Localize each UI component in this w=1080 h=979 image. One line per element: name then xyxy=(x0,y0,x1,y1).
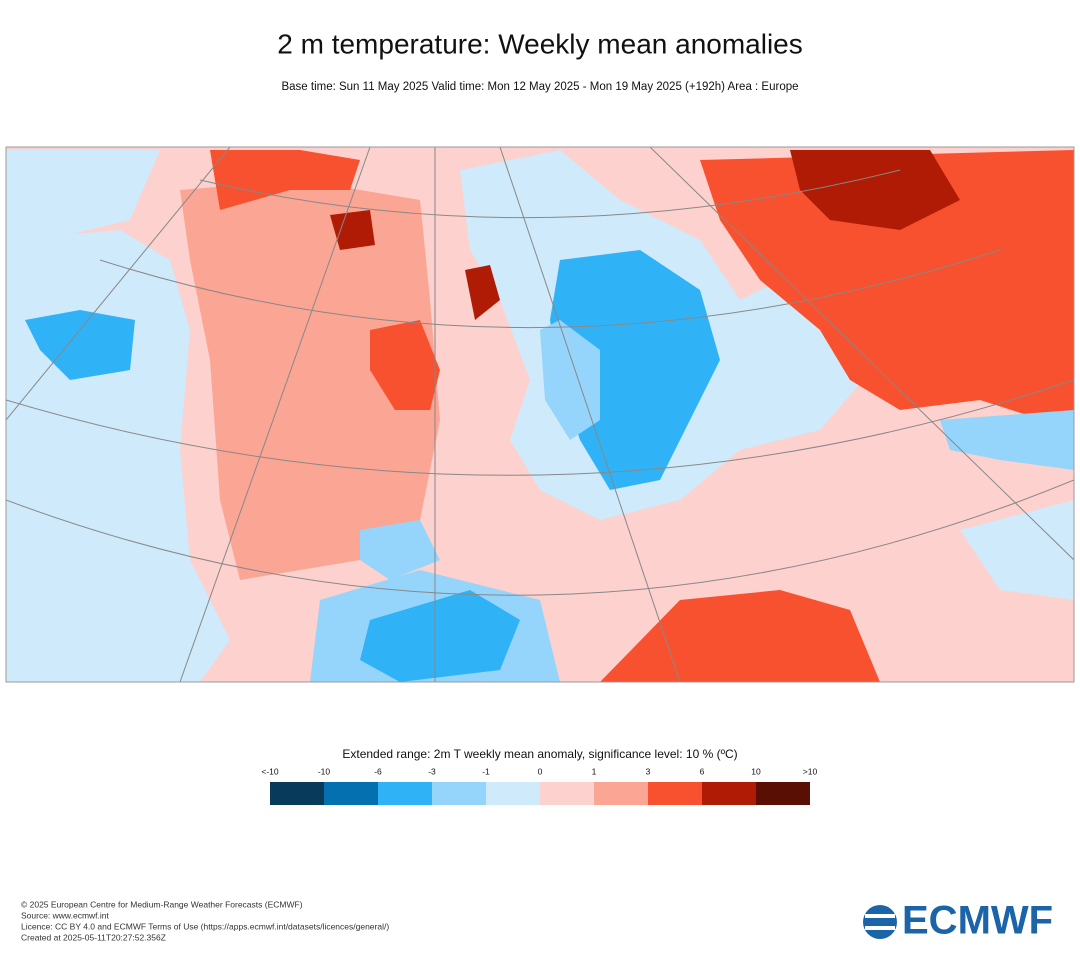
subtitle: Base time: Sun 11 May 2025 Valid time: M… xyxy=(281,81,798,93)
region xyxy=(550,250,720,490)
region xyxy=(210,150,360,210)
map xyxy=(5,146,1075,683)
region xyxy=(940,410,1074,470)
legend: <-10 -10 -6 -3 -1 0 1 3 6 10 >10 xyxy=(261,766,817,805)
logo-icon-lines xyxy=(865,914,895,930)
map-frame xyxy=(5,146,1075,683)
region xyxy=(6,150,160,250)
legend-swatch xyxy=(756,782,810,805)
title: 2 m temperature: Weekly mean anomalies xyxy=(277,28,803,59)
footer-line: Licence: CC BY 4.0 and ECMWF Terms of Us… xyxy=(21,921,389,931)
legend-label: <-10 xyxy=(261,766,279,776)
legend-label: 10 xyxy=(751,766,761,776)
legend-label: 0 xyxy=(538,766,543,776)
region xyxy=(360,590,520,682)
legend-swatch xyxy=(702,782,756,805)
region xyxy=(465,265,500,320)
region xyxy=(790,150,960,230)
footer: © 2025 European Centre for Medium-Range … xyxy=(21,899,389,942)
legend-label: >10 xyxy=(803,766,818,776)
region xyxy=(960,500,1074,600)
legend-label: -1 xyxy=(482,766,490,776)
region xyxy=(700,150,1074,430)
logo-text: ECMWF xyxy=(902,899,1053,943)
legend-label: 6 xyxy=(700,766,705,776)
legend-swatch xyxy=(486,782,540,805)
region xyxy=(25,310,135,380)
region xyxy=(360,520,440,580)
legend-label: -10 xyxy=(318,766,331,776)
legend-title: Extended range: 2m T weekly mean anomaly… xyxy=(342,747,737,761)
legend-swatch xyxy=(432,782,486,805)
legend-swatch xyxy=(648,782,702,805)
legend-label: 1 xyxy=(592,766,597,776)
region xyxy=(330,210,375,250)
legend-label: -6 xyxy=(374,766,382,776)
legend-swatch xyxy=(378,782,432,805)
footer-line: Source: www.ecmwf.int xyxy=(21,910,109,920)
legend-swatch xyxy=(540,782,594,805)
region xyxy=(540,320,600,440)
logo: ECMWF xyxy=(863,899,1053,943)
footer-line: Created at 2025-05-11T20:27:52.356Z xyxy=(21,932,166,942)
legend-swatch xyxy=(594,782,648,805)
legend-swatch xyxy=(324,782,378,805)
region xyxy=(180,180,440,580)
region xyxy=(600,590,880,682)
legend-swatch xyxy=(270,782,324,805)
legend-label: 3 xyxy=(646,766,651,776)
graticule xyxy=(6,147,1074,682)
footer-line: © 2025 European Centre for Medium-Range … xyxy=(21,899,303,909)
region xyxy=(370,320,440,410)
legend-label: -3 xyxy=(428,766,436,776)
logo-icon xyxy=(863,905,897,939)
